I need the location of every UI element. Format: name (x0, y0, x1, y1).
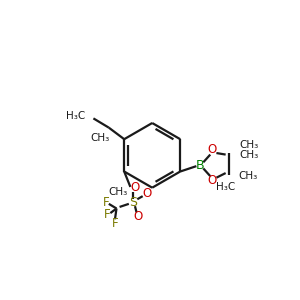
Text: O: O (207, 143, 216, 157)
Text: CH₃: CH₃ (239, 140, 259, 150)
Text: O: O (130, 181, 140, 194)
Text: CH₃: CH₃ (90, 134, 109, 143)
Text: F: F (112, 218, 118, 230)
Text: F: F (102, 196, 109, 209)
Text: S: S (129, 196, 137, 209)
Text: O: O (134, 210, 143, 223)
Text: CH₃: CH₃ (238, 171, 257, 181)
Text: H₃C: H₃C (67, 111, 86, 121)
Text: CH₃: CH₃ (239, 150, 259, 160)
Text: H₃C: H₃C (216, 182, 235, 192)
Text: F: F (104, 208, 111, 221)
Text: B: B (196, 159, 205, 172)
Text: O: O (143, 187, 152, 200)
Text: O: O (207, 174, 216, 187)
Text: CH₃: CH₃ (108, 187, 128, 196)
